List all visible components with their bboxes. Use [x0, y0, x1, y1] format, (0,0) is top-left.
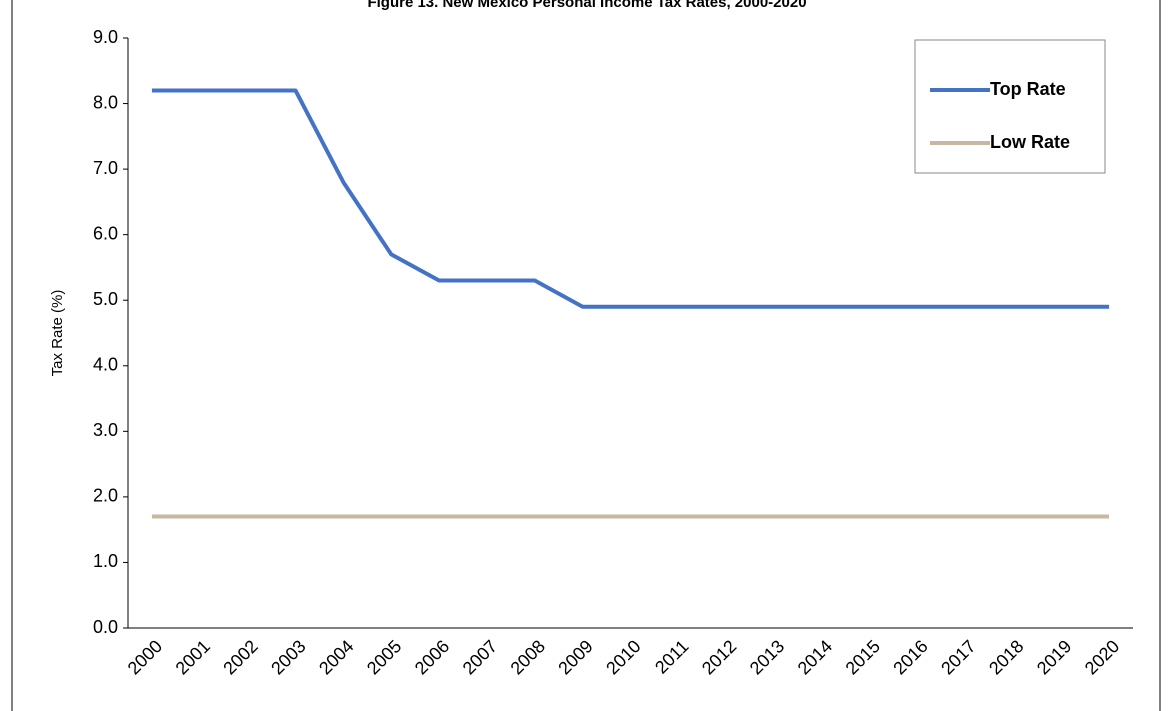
- y-tick-label: 1.0: [93, 551, 118, 571]
- x-tick-label: 2012: [698, 636, 740, 678]
- y-tick-label: 0.0: [93, 617, 118, 637]
- legend-label: Low Rate: [990, 132, 1070, 152]
- x-tick-label: 2015: [842, 636, 884, 678]
- x-tick-label: 2001: [172, 636, 214, 678]
- y-tick-label: 8.0: [93, 92, 118, 112]
- legend-label: Top Rate: [990, 79, 1066, 99]
- x-tick-label: 2004: [315, 636, 357, 678]
- y-tick-label: 2.0: [93, 486, 118, 506]
- x-tick-label: 2002: [219, 636, 261, 678]
- frame: [11, 0, 1161, 711]
- legend-box: [914, 39, 1106, 174]
- y-tick-label: 5.0: [93, 289, 118, 309]
- x-tick-label: 2000: [124, 636, 166, 678]
- x-tick-label: 2020: [1081, 636, 1123, 678]
- x-tick-label: 2003: [267, 636, 309, 678]
- y-tick-label: 4.0: [93, 355, 118, 375]
- x-tick-label: 2011: [651, 636, 693, 678]
- x-tick-label: 2014: [794, 636, 836, 678]
- x-tick-label: 2018: [985, 636, 1027, 678]
- y-tick-label: 9.0: [93, 27, 118, 47]
- y-tick-label: 6.0: [93, 223, 118, 243]
- y-axis-label: Tax Rate (%): [49, 290, 66, 377]
- x-tick-label: 2013: [746, 636, 788, 678]
- series-line: [151, 88, 1110, 309]
- x-tick-label: 2019: [1033, 636, 1075, 678]
- x-tick-label: 2017: [937, 636, 979, 678]
- x-tick-label: 2016: [889, 636, 931, 678]
- x-tick-label: 2008: [507, 636, 549, 678]
- y-tick-label: 7.0: [93, 158, 118, 178]
- y-tick-label: 3.0: [93, 420, 118, 440]
- x-tick-label: 2010: [602, 636, 644, 678]
- x-tick-label: 2005: [363, 636, 405, 678]
- x-tick-label: 2006: [411, 636, 453, 678]
- x-tick-label: 2009: [554, 636, 596, 678]
- x-tick-label: 2007: [459, 636, 501, 678]
- chart-title: Figure 13. New Mexico Personal Income Ta…: [367, 0, 806, 11]
